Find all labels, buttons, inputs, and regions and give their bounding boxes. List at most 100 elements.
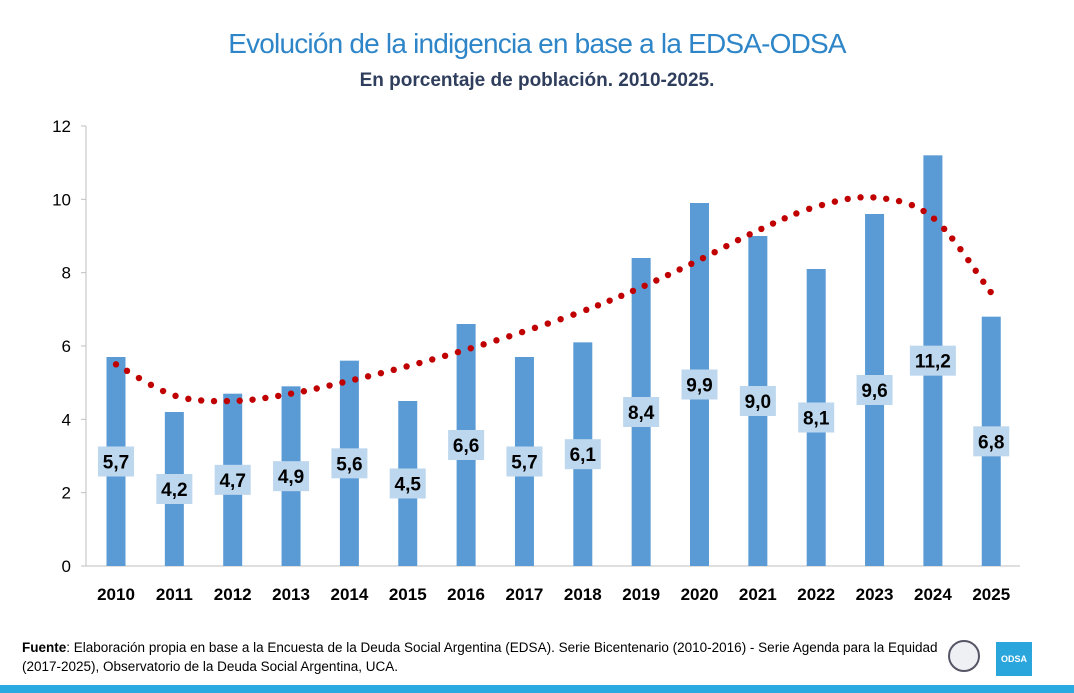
x-tick-label: 2023 — [856, 585, 894, 604]
trendline-dot — [883, 195, 890, 202]
trendline-dot — [831, 198, 839, 205]
trendline-dot — [758, 225, 765, 233]
data-label-box — [331, 448, 368, 479]
x-tick-label: 2025 — [972, 585, 1010, 604]
trendline-dot — [857, 194, 864, 201]
trendline-dot — [480, 341, 487, 348]
x-tick-label: 2011 — [156, 585, 193, 604]
uca-seal-logo — [948, 640, 980, 672]
trendline-dot — [123, 367, 131, 375]
source-label: Fuente — [22, 640, 67, 655]
trendline-dot — [390, 366, 397, 374]
x-tick-label: 2016 — [447, 585, 485, 604]
trendline-dot — [940, 225, 948, 233]
trendline-dot — [300, 388, 308, 395]
trendline-dot — [339, 379, 346, 386]
y-tick-label: 8 — [62, 264, 71, 283]
trendline-dot — [210, 397, 218, 405]
trendline-dot — [870, 194, 877, 201]
trendline-dot — [980, 278, 987, 285]
trendline-dot — [949, 235, 956, 242]
trendline-dot — [352, 376, 359, 383]
trendline-dot — [416, 359, 423, 367]
x-tick-label: 2015 — [389, 585, 427, 604]
data-label: 5,6 — [336, 454, 362, 475]
trendline-dot — [583, 306, 590, 314]
data-label: 4,5 — [395, 475, 422, 496]
data-label: 6,6 — [453, 436, 479, 457]
data-label: 4,7 — [219, 471, 245, 492]
data-label: 4,9 — [278, 467, 304, 488]
trendline-dot — [793, 210, 800, 217]
trendline-dot — [135, 374, 143, 382]
data-label-box — [98, 446, 134, 477]
data-label-box — [273, 461, 310, 492]
trendline-dot — [930, 215, 938, 222]
trendline-dot — [965, 256, 972, 264]
data-label-box — [681, 369, 718, 400]
x-tick-label: 2014 — [330, 585, 368, 604]
trendline-dot — [746, 231, 753, 238]
trendline-dot — [377, 369, 385, 377]
data-label: 9,0 — [745, 392, 771, 413]
trendline-dot — [895, 197, 903, 205]
data-label-box — [389, 468, 426, 499]
data-label-box — [973, 426, 1010, 457]
trendline-dot — [518, 328, 526, 336]
x-tick-label: 2012 — [214, 585, 252, 604]
trendline-dot — [818, 201, 826, 209]
data-label-box — [448, 430, 485, 460]
data-label-box — [909, 345, 956, 376]
y-tick-label: 12 — [52, 117, 71, 136]
data-label: 11,2 — [915, 352, 951, 373]
source-note: Fuente: Elaboración propia en base a la … — [22, 638, 942, 676]
trendline-dot — [987, 288, 994, 296]
y-tick-label: 4 — [62, 410, 71, 429]
trendline-dot — [544, 320, 551, 327]
data-label: 9,9 — [686, 376, 712, 397]
trendline-dot — [197, 397, 205, 404]
data-label: 8,4 — [628, 403, 655, 424]
trendline-dot — [275, 392, 282, 400]
trendline-dot — [618, 292, 625, 300]
source-text: : Elaboración propia en base a la Encues… — [22, 640, 938, 674]
trendline-dot — [467, 345, 474, 352]
data-label: 6,1 — [570, 445, 597, 466]
trendline-dot — [112, 361, 120, 368]
trendline-dot — [147, 381, 155, 389]
trendline-dot — [664, 271, 672, 279]
trendline-dot — [676, 266, 683, 273]
trendline-dot — [159, 387, 167, 395]
trendline-dot — [403, 363, 410, 370]
x-tick-label: 2020 — [681, 585, 719, 604]
trendline-dot — [262, 394, 269, 402]
chart-title: Evolución de la indigencia en base a la … — [228, 28, 846, 59]
x-tick-label: 2010 — [97, 585, 135, 604]
trendline-dot — [972, 267, 979, 274]
trendline-dot — [594, 302, 602, 309]
trendline-dot — [908, 201, 916, 209]
x-tick-label: 2019 — [622, 585, 660, 604]
trendline-dot — [429, 356, 436, 363]
trendline-dot — [441, 352, 449, 360]
x-tick-label: 2017 — [506, 585, 544, 604]
data-label-box — [856, 375, 893, 405]
x-tick-label: 2018 — [564, 585, 602, 604]
data-label-box — [156, 474, 193, 504]
trendline-dot — [781, 215, 788, 222]
y-tick-label: 2 — [62, 484, 71, 503]
trendline-dot — [570, 311, 577, 318]
trendline-dot — [688, 260, 695, 268]
x-tick-label: 2013 — [272, 585, 310, 604]
data-label-box — [506, 446, 543, 477]
y-tick-label: 0 — [62, 557, 71, 576]
trendline-dot — [920, 207, 927, 215]
trendline-dot — [313, 385, 320, 392]
trendline-dot — [531, 324, 539, 332]
trendline-dot — [185, 395, 192, 403]
trendline-dot — [653, 277, 660, 284]
trendline-dot — [287, 390, 295, 397]
data-label-box — [798, 402, 835, 433]
